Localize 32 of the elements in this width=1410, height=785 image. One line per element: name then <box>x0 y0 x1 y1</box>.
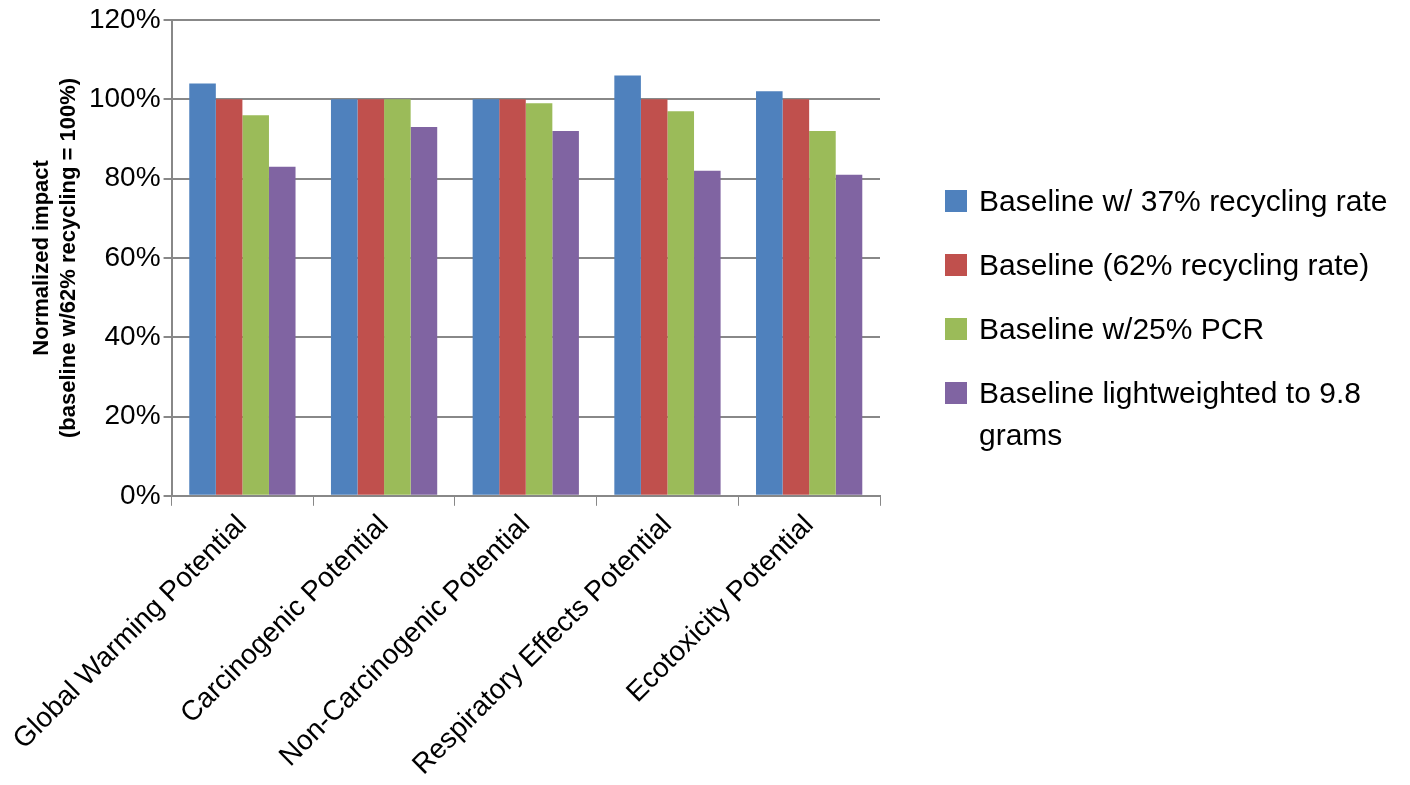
bar <box>357 99 385 495</box>
bar <box>614 75 641 495</box>
bar <box>667 111 695 495</box>
legend-label: Baseline w/ 37% recycling rate <box>979 183 1388 219</box>
bar <box>215 99 243 495</box>
y-tick-label: 60% <box>104 240 161 272</box>
legend-label: Baseline (62% recycling rate) <box>979 247 1370 283</box>
bar <box>640 99 668 495</box>
y-tick-label: 80% <box>104 161 161 193</box>
y-tick-label: 0% <box>120 478 161 510</box>
bar <box>384 99 411 495</box>
bar <box>756 91 783 495</box>
bar <box>694 170 721 495</box>
bar <box>242 115 269 495</box>
y-tick-label: 20% <box>104 399 161 431</box>
legend-label: Baseline lightweighted to 9.8 grams <box>979 375 1362 453</box>
bar <box>189 83 216 495</box>
bar <box>782 99 810 495</box>
bar <box>410 127 438 495</box>
bar <box>809 131 836 495</box>
y-tick-label: 40% <box>104 319 161 351</box>
bar <box>552 131 579 495</box>
bar <box>525 103 553 495</box>
y-axis-title: Normalized impact (baseline w/62% recycling = 100%) <box>28 77 80 438</box>
bar <box>268 166 296 495</box>
bar <box>835 174 863 495</box>
y-tick-label: 100% <box>88 82 161 114</box>
legend-label: Baseline w/25% PCR <box>979 311 1265 347</box>
bar <box>330 99 358 495</box>
bar <box>499 99 526 495</box>
y-tick-label: 120% <box>88 2 161 34</box>
bar <box>472 99 500 495</box>
